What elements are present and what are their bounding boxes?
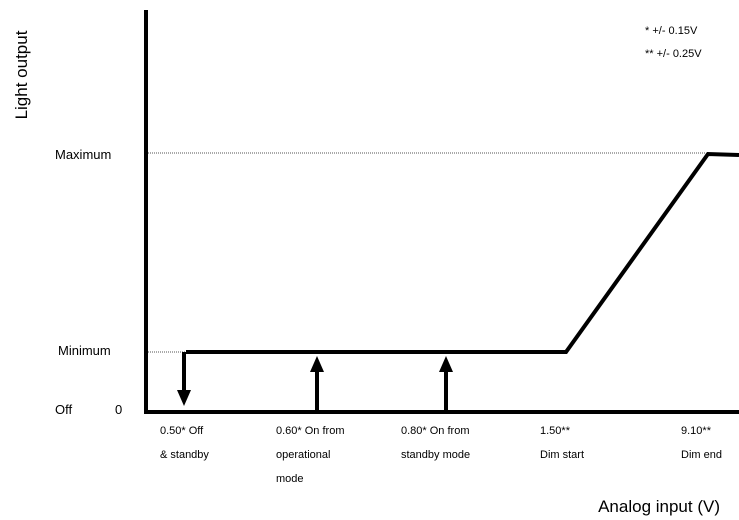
threshold-standby-line1: 0.80* On from <box>401 425 469 437</box>
threshold-dim-start-line1: 1.50** <box>540 425 571 437</box>
threshold-dim-start-line2: Dim start <box>540 449 584 461</box>
threshold-dim-end-line2: Dim end <box>681 449 722 461</box>
y-label-off: Off <box>55 402 72 417</box>
tolerance-note-single: * +/- 0.15V <box>645 25 698 37</box>
dimming-curve <box>186 151 739 354</box>
threshold-standby-line2: standby mode <box>401 449 470 461</box>
arrow-off-standby <box>177 352 191 406</box>
arrow-on-standby <box>439 356 453 410</box>
threshold-operational-line1: 0.60* On from <box>276 425 344 437</box>
tolerance-note-double: ** +/- 0.25V <box>645 48 702 60</box>
y-label-zero: 0 <box>115 402 122 417</box>
threshold-operational-line2: operational <box>276 449 330 461</box>
y-label-minimum: Minimum <box>58 343 111 358</box>
y-label-maximum: Maximum <box>55 147 111 162</box>
x-axis-title: Analog input (V) <box>598 497 720 516</box>
threshold-off-line2: & standby <box>160 449 209 461</box>
threshold-dim-end-line1: 9.10** <box>681 425 712 437</box>
threshold-off-line1: 0.50* Off <box>160 425 204 437</box>
y-axis-title: Light output <box>12 30 31 119</box>
threshold-operational-line3: mode <box>276 473 304 485</box>
arrow-on-operational <box>310 356 324 410</box>
